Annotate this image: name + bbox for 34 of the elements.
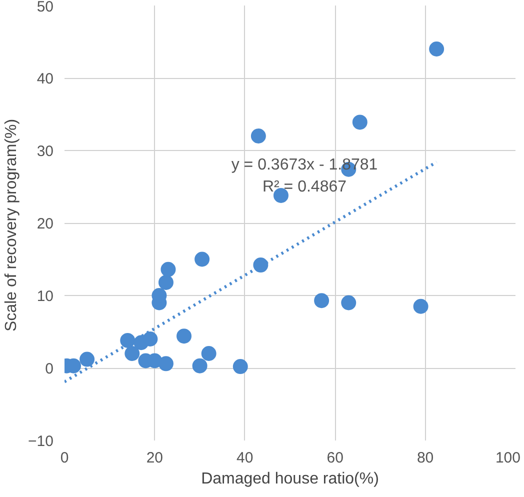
y-tick-label: 30: [36, 143, 54, 160]
y-tick-label: 10: [36, 288, 54, 305]
y-tick-label: 20: [36, 216, 54, 232]
point: [253, 258, 268, 273]
x-tick-label: 60: [326, 450, 344, 466]
y-tick-label: 40: [36, 70, 54, 88]
x-tick-label: 20: [146, 450, 164, 466]
point: [80, 352, 95, 367]
x-tick-label: 40: [236, 450, 254, 466]
point: [124, 346, 140, 361]
point: [194, 252, 210, 267]
x-tick-label: 80: [416, 450, 434, 466]
y-tick-label: −10: [28, 433, 54, 450]
point: [158, 356, 174, 372]
point: [160, 262, 176, 277]
point: [352, 114, 368, 130]
annotation: R² = 0.4867: [262, 178, 347, 196]
y-tick-label: 50: [36, 0, 54, 16]
point: [232, 359, 248, 374]
point: [192, 358, 208, 374]
x-axis-title: Damaged house ratio(%): [201, 470, 379, 488]
x-tick-label: 0: [60, 450, 69, 466]
point: [429, 42, 444, 56]
y-axis-title: Scale of recovery program(%): [3, 118, 20, 332]
point: [176, 328, 192, 344]
point: [341, 295, 356, 310]
point: [158, 274, 174, 290]
point: [201, 346, 216, 361]
point: [250, 128, 266, 144]
point: [142, 332, 158, 346]
point: [314, 293, 330, 308]
y-tick-label: 0: [45, 360, 54, 378]
point: [413, 298, 428, 314]
x-tick-label: 100: [495, 450, 521, 466]
